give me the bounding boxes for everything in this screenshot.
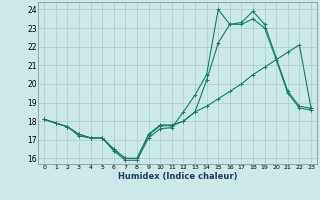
X-axis label: Humidex (Indice chaleur): Humidex (Indice chaleur) — [118, 172, 237, 181]
